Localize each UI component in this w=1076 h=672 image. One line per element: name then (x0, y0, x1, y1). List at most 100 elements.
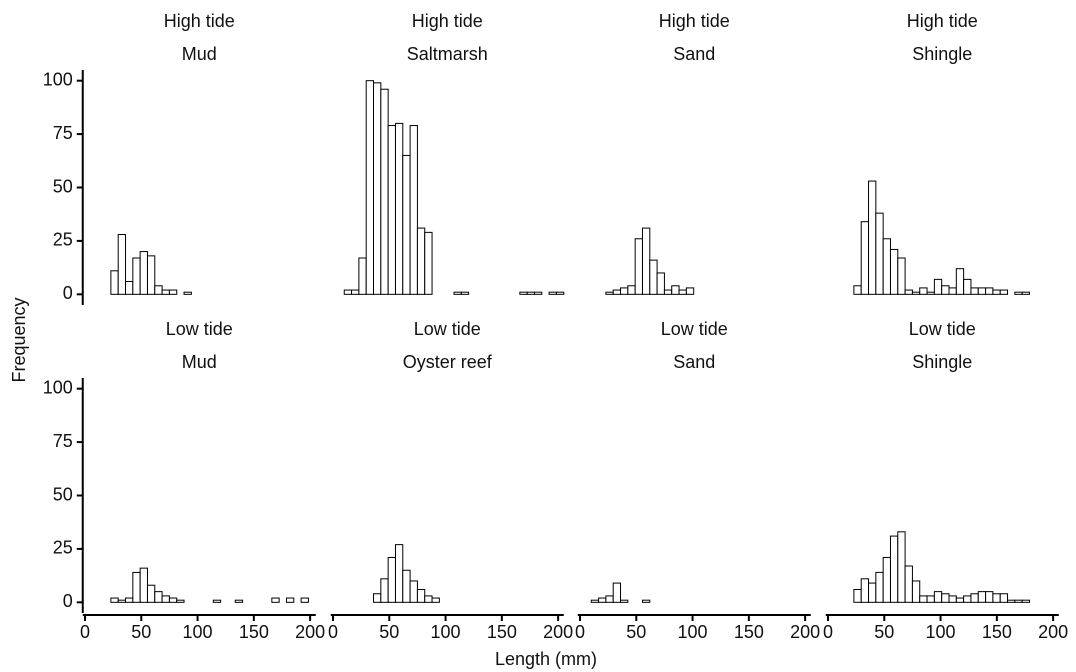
bar (875, 571, 884, 603)
bar (911, 291, 921, 295)
panel-title: High tide (164, 11, 235, 31)
bar (985, 287, 994, 295)
bar (183, 291, 192, 295)
panel-subtitle: Sand (673, 44, 715, 64)
bar (605, 595, 614, 603)
bar (685, 287, 695, 295)
bar (955, 597, 965, 603)
bar (117, 599, 127, 603)
bar (641, 599, 651, 603)
bar (948, 595, 957, 603)
bar (125, 597, 134, 603)
bar (460, 291, 470, 295)
bar (963, 595, 972, 603)
bar (409, 125, 418, 295)
bar (678, 289, 687, 295)
bar (663, 289, 673, 295)
bar (620, 599, 629, 603)
bar (897, 257, 906, 295)
bar (933, 278, 943, 295)
bar (868, 582, 877, 603)
bar (612, 289, 622, 295)
y-axis-label: Frequency (9, 297, 29, 382)
panel-subtitle: Oyster reef (403, 352, 493, 372)
panel-title: High tide (659, 11, 730, 31)
bar (168, 597, 178, 603)
y-tick-label: 0 (63, 283, 73, 303)
bar (387, 125, 396, 295)
bar (365, 80, 375, 295)
bar (424, 231, 433, 295)
bar (897, 531, 906, 603)
bar (999, 289, 1009, 295)
panel-subtitle: Sand (673, 352, 715, 372)
bar (125, 281, 134, 295)
bar (590, 599, 600, 603)
bar (117, 234, 127, 295)
bar (641, 227, 651, 295)
bar (285, 597, 295, 603)
panel-subtitle: Shingle (912, 44, 972, 64)
bar (612, 582, 622, 603)
bar (671, 285, 680, 295)
y-tick-label: 25 (53, 538, 73, 558)
bar (882, 556, 891, 603)
bar (271, 597, 280, 603)
bar (234, 599, 244, 603)
bar (860, 578, 870, 603)
panel-subtitle: Shingle (912, 352, 972, 372)
bar (977, 591, 987, 603)
x-tick-label: 50 (874, 622, 894, 642)
bar (627, 285, 636, 295)
bar (139, 251, 148, 295)
bar (409, 580, 418, 603)
bar (868, 180, 877, 295)
bar (1021, 599, 1030, 603)
panel-title: Low tide (909, 319, 976, 339)
x-tick-label: 0 (80, 622, 90, 642)
panel-title: High tide (412, 11, 483, 31)
x-tick-label: 100 (678, 622, 708, 642)
y-tick-label: 50 (53, 484, 73, 504)
bar (351, 289, 360, 295)
bar (853, 589, 862, 603)
bar (1014, 291, 1023, 295)
bar (394, 122, 404, 295)
bar (358, 257, 367, 295)
y-tick-label: 100 (43, 69, 73, 89)
bar (416, 227, 426, 295)
bar (1014, 599, 1023, 603)
x-axis-label: Length (mm) (495, 649, 597, 669)
x-tick-label: 0 (575, 622, 585, 642)
bar (110, 270, 119, 295)
panel-subtitle: Mud (182, 352, 217, 372)
bar (985, 591, 994, 603)
bar (970, 287, 979, 295)
bar (598, 597, 607, 603)
x-tick-label: 0 (823, 622, 833, 642)
bar (394, 544, 404, 603)
bar (955, 268, 965, 295)
bar (992, 289, 1001, 295)
bar (373, 593, 382, 603)
bar (992, 593, 1001, 603)
bar (926, 291, 935, 295)
bar (402, 569, 411, 603)
x-tick-label: 200 (790, 622, 820, 642)
bar (904, 565, 913, 603)
bar (1007, 599, 1016, 603)
x-tick-label: 100 (183, 622, 213, 642)
x-tick-label: 150 (239, 622, 269, 642)
y-tick-label: 75 (53, 431, 73, 451)
bar (146, 584, 156, 603)
bar (919, 287, 928, 295)
bar (373, 82, 382, 295)
bar (402, 154, 411, 295)
bar (380, 578, 389, 603)
bar (453, 291, 462, 295)
x-tick-label: 50 (379, 622, 399, 642)
y-tick-label: 25 (53, 230, 73, 250)
panel-subtitle: Mud (182, 44, 217, 64)
bar (519, 291, 528, 295)
